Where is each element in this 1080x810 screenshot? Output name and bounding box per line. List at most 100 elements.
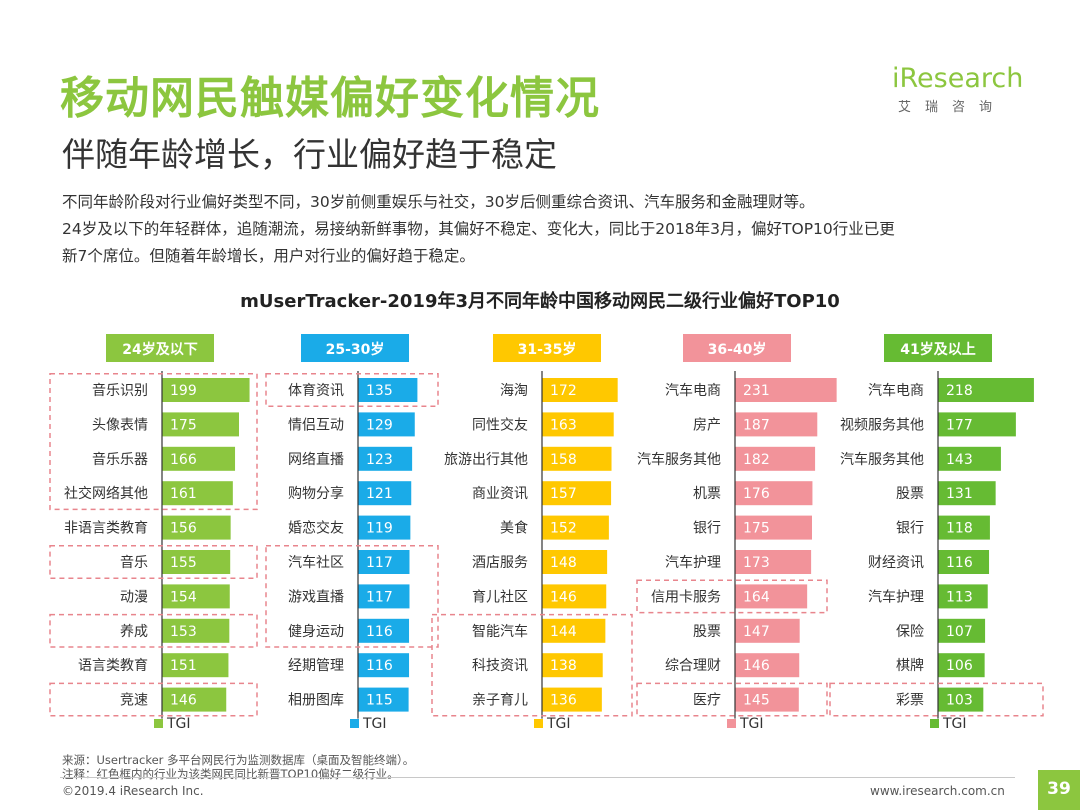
bar-value-label: 145 — [743, 693, 770, 709]
bar — [938, 653, 985, 678]
highlight-box — [49, 682, 258, 717]
bar-value-label: 116 — [366, 658, 393, 674]
bar — [162, 515, 231, 540]
group-header-1 — [301, 334, 409, 362]
bar — [162, 412, 239, 437]
bar — [162, 378, 250, 402]
category-label: 音乐识别 — [92, 382, 148, 399]
legend-label: TGI — [166, 716, 191, 732]
bar — [938, 481, 996, 506]
category-label: 购物分享 — [288, 485, 344, 502]
bar-value-label: 146 — [170, 693, 197, 709]
bar-value-label: 147 — [743, 624, 770, 640]
bar — [162, 550, 231, 574]
bar-value-label: 107 — [946, 624, 973, 640]
legend-swatch — [727, 719, 736, 728]
highlight-box — [49, 613, 258, 648]
bar-value-label: 161 — [170, 486, 197, 502]
category-label: 育儿社区 — [472, 589, 528, 605]
bar — [735, 378, 837, 402]
bar-value-label: 146 — [550, 589, 577, 605]
bar-value-label: 155 — [170, 555, 197, 571]
category-label: 汽车服务其他 — [637, 451, 721, 468]
highlight-box — [49, 373, 258, 511]
website-link[interactable]: www.iresearch.com.cn — [870, 784, 1005, 798]
category-label: 汽车社区 — [288, 554, 344, 571]
bar-value-label: 113 — [946, 589, 973, 605]
category-label: 银行 — [693, 521, 721, 537]
bar-value-label: 176 — [743, 486, 770, 502]
category-label: 动漫 — [120, 589, 148, 605]
bar — [542, 446, 612, 471]
annotation-note: 注释：红色框内的行业为该类网民同比新晋TOP10偏好二级行业。 — [62, 767, 399, 781]
category-label: 汽车护理 — [868, 588, 924, 605]
bar-value-label: 136 — [550, 693, 577, 709]
bar-value-label: 172 — [550, 383, 577, 399]
group-header-label: 24岁及以下 — [122, 341, 197, 358]
legend-label: TGI — [942, 716, 967, 732]
category-label: 旅游出行其他 — [444, 452, 528, 468]
highlight-box — [829, 682, 1044, 717]
bar-value-label: 175 — [170, 417, 197, 433]
bar — [358, 550, 410, 574]
category-label: 养成 — [120, 624, 148, 640]
legend-swatch — [534, 719, 543, 728]
bar — [938, 584, 988, 609]
bar — [735, 618, 800, 643]
bar — [938, 412, 1016, 437]
bar-value-label: 135 — [366, 383, 393, 399]
bar-value-label: 144 — [550, 624, 577, 640]
bar — [938, 378, 1034, 402]
description-line-3: 新7个席位。但随着年龄增长，用户对行业的偏好趋于稳定。 — [62, 247, 475, 265]
bar-value-label: 121 — [366, 486, 393, 502]
category-label: 汽车电商 — [665, 382, 721, 399]
footer-divider — [60, 777, 1015, 778]
description-line-2: 24岁及以下的年轻群体，追随潮流，易接纳新鲜事物，其偏好不稳定、变化大，同比于2… — [62, 220, 895, 238]
category-label: 汽车服务其他 — [840, 451, 924, 468]
bar-value-label: 129 — [366, 417, 393, 433]
bar-value-label: 117 — [366, 589, 393, 605]
category-label: 海淘 — [500, 383, 528, 399]
category-label: 网络直播 — [288, 451, 344, 468]
category-label: 机票 — [693, 486, 721, 502]
legend-swatch — [154, 719, 163, 728]
legend-swatch — [930, 719, 939, 728]
category-label: 健身运动 — [288, 624, 344, 640]
bar-value-label: 163 — [550, 417, 577, 433]
category-label: 综合理财 — [665, 658, 721, 674]
bar-value-label: 157 — [550, 486, 577, 502]
bar — [162, 446, 236, 471]
category-label: 股票 — [896, 486, 924, 502]
bar-value-label: 166 — [170, 452, 197, 468]
group-header-0 — [106, 334, 214, 362]
page-title: 移动网民触媒偏好变化情况 — [60, 73, 600, 124]
bar-value-label: 116 — [366, 624, 393, 640]
category-label: 同性交友 — [472, 416, 528, 433]
iresearch-logo: iResearch 艾瑞咨询 — [892, 63, 1023, 115]
bar-value-label: 117 — [366, 555, 393, 571]
bar-value-label: 177 — [946, 417, 973, 433]
category-label: 社交网络其他 — [64, 485, 148, 502]
bar — [358, 653, 410, 678]
bar — [542, 515, 609, 540]
bar-value-label: 151 — [170, 658, 197, 674]
bar-value-label: 106 — [946, 658, 973, 674]
bar — [735, 653, 800, 678]
bar-value-label: 143 — [946, 452, 973, 468]
category-label: 房产 — [693, 417, 721, 433]
bar — [735, 446, 816, 471]
category-label: 竞速 — [120, 692, 148, 709]
category-label: 汽车电商 — [868, 382, 924, 399]
category-label: 彩票 — [896, 693, 924, 709]
category-label: 汽车护理 — [665, 554, 721, 571]
bar — [735, 481, 813, 506]
bar-value-label: 123 — [366, 452, 393, 468]
bar — [358, 687, 409, 712]
bar — [542, 378, 618, 402]
legend-swatch — [350, 719, 359, 728]
legend-label: TGI — [546, 716, 571, 732]
category-label: 经期管理 — [288, 658, 344, 674]
page-subtitle: 伴随年龄增长，行业偏好趋于稳定 — [62, 135, 557, 174]
bar-value-label: 187 — [743, 417, 770, 433]
bar — [162, 687, 227, 712]
